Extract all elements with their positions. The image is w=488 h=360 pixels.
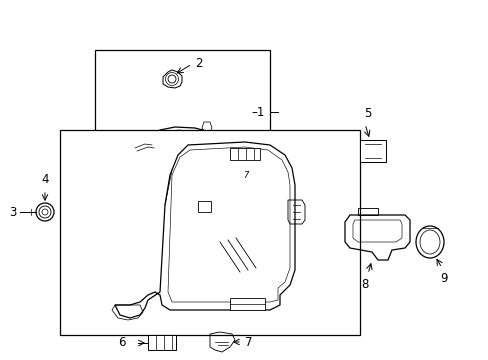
Text: 3: 3 (10, 206, 17, 219)
Bar (229, 298, 264, 310)
Text: 4: 4 (41, 173, 49, 186)
Text: 8: 8 (361, 278, 368, 291)
Text: 7: 7 (244, 336, 252, 348)
Text: –1: –1 (251, 105, 264, 118)
Bar (229, 148, 260, 160)
Text: 2: 2 (195, 57, 202, 69)
Bar (155, 145, 170, 154)
Bar (95, 50, 269, 170)
Text: 7: 7 (243, 171, 248, 180)
Text: 5: 5 (364, 107, 371, 120)
Text: 9: 9 (439, 272, 447, 285)
Text: 6: 6 (118, 337, 126, 350)
Bar (198, 201, 210, 212)
Bar (60, 130, 359, 335)
Bar (148, 335, 176, 350)
Bar (359, 140, 385, 162)
